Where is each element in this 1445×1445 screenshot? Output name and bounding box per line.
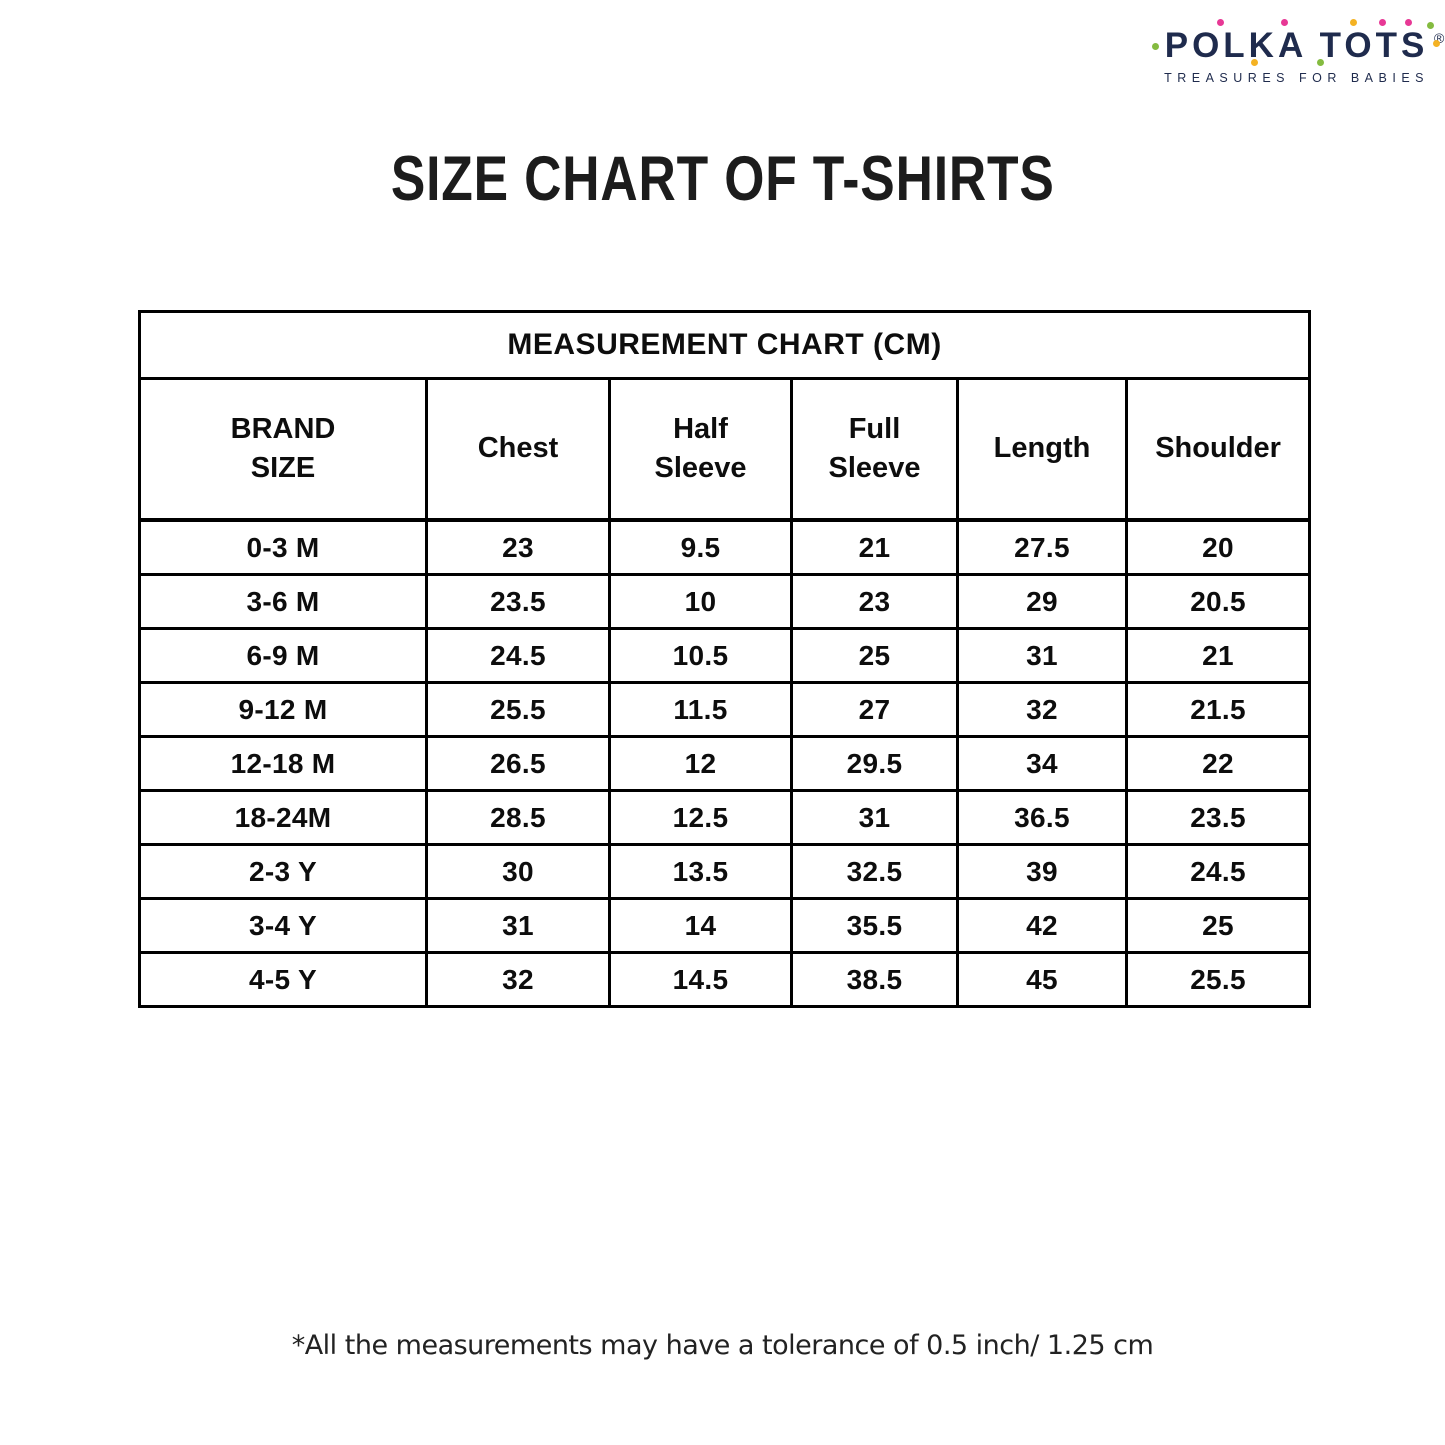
table-cell: 23.5 [1124,789,1312,846]
size-chart-table: MEASUREMENT CHART (CM) BRAND SIZE Chest … [137,310,1312,1008]
tolerance-note: *All the measurements may have a toleran… [291,1330,1154,1361]
size-row: 18-24M 28.5 12.5 31 36.5 23.5 [138,789,1312,846]
table-cell: 42 [956,897,1128,954]
table-cell: 13.5 [608,843,793,900]
table-cell: 34 [956,735,1128,792]
table-cell: 35.5 [790,897,959,954]
table-cell: 14.5 [608,951,793,1008]
table-cell: 36.5 [956,789,1128,846]
table-cell: 12-18 M [138,735,428,792]
table-cell: 25 [790,627,959,684]
polka-dot-icon [1404,19,1412,26]
table-cell: 10.5 [608,627,793,684]
table-cell: 0-3 M [138,518,428,576]
brand-tagline: TREASURES FOR BABIES [1164,71,1429,85]
table-cell: 38.5 [790,951,959,1008]
polka-dot-icon [1316,59,1324,66]
table-cell: 25.5 [1124,951,1312,1008]
column-header-length: Length [956,377,1128,522]
table-cell: 26.5 [425,735,611,792]
polka-dot-icon [1216,19,1224,26]
table-cell: 23 [790,573,959,630]
column-header-chest: Chest [425,377,611,522]
table-cell: 32.5 [790,843,959,900]
table-cell: 18-24M [138,789,428,846]
size-row: 4-5 Y 32 14.5 38.5 45 25.5 [138,951,1312,1008]
table-cell: 22 [1124,735,1312,792]
table-cell: 3-4 Y [138,897,428,954]
table-cell: 32 [425,951,611,1008]
table-cell: 12.5 [608,789,793,846]
polka-dot-icon [1426,22,1434,29]
table-cell: 2-3 Y [138,843,428,900]
size-row: 3-4 Y 31 14 35.5 42 25 [138,897,1312,954]
table-cell: 25.5 [425,681,611,738]
column-header-half-sleeve: Half Sleeve [608,377,793,522]
polka-dot-icon [1250,59,1258,66]
table-cell: 9-12 M [138,681,428,738]
title-block: SIZE CHART OF T-SHIRTS [0,146,1445,212]
size-row: 2-3 Y 30 13.5 32.5 39 24.5 [138,843,1312,900]
brand-name: POLKA TOTS [1164,26,1429,65]
table-cell: 24.5 [425,627,611,684]
table-cell: 21 [1124,627,1312,684]
size-row: 0-3 M 23 9.5 21 27.5 20 [138,518,1312,576]
registered-trademark-icon: ® [1434,30,1445,46]
column-header-row: BRAND SIZE Chest Half Sleeve Full Sleeve… [138,377,1312,522]
table-cell: 27 [790,681,959,738]
table-cell: 45 [956,951,1128,1008]
table-cell: 4-5 Y [138,951,428,1008]
polka-dot-icon [1432,40,1440,47]
table-cell: 23.5 [425,573,611,630]
table-cell: 29 [956,573,1128,630]
brand-wordmark: POLKA TOTS ® [1151,19,1444,66]
polka-dot-icon [1151,43,1159,50]
polka-dot-icon [1280,19,1288,26]
table-title-row: MEASUREMENT CHART (CM) [137,310,1312,380]
brand-logo: POLKA TOTS ® TREASURES FOR BABIES [1151,19,1444,85]
column-header-full-sleeve: Full Sleeve [790,377,959,522]
table-cell: 29.5 [790,735,959,792]
table-cell: 24.5 [1124,843,1312,900]
table-cell: 28.5 [425,789,611,846]
table-cell: 11.5 [608,681,793,738]
table-cell: 21 [790,518,959,576]
table-title: MEASUREMENT CHART (CM) [137,310,1312,380]
column-header-brand-size: BRAND SIZE [138,377,428,522]
table-cell: 25 [1124,897,1312,954]
table-cell: 12 [608,735,793,792]
polka-dot-icon [1378,19,1386,26]
column-header-shoulder: Shoulder [1124,377,1312,522]
table-cell: 31 [425,897,611,954]
table-cell: 10 [608,573,793,630]
page-title: SIZE CHART OF T-SHIRTS [390,144,1055,214]
table-cell: 27.5 [956,518,1128,576]
table-cell: 20.5 [1124,573,1312,630]
size-row: 3-6 M 23.5 10 23 29 20.5 [138,573,1312,630]
size-row: 12-18 M 26.5 12 29.5 34 22 [138,735,1312,792]
table-cell: 20 [1124,518,1312,576]
table-cell: 6-9 M [138,627,428,684]
size-row: 6-9 M 24.5 10.5 25 31 21 [138,627,1312,684]
table-cell: 23 [425,518,611,576]
table-cell: 14 [608,897,793,954]
size-row: 9-12 M 25.5 11.5 27 32 21.5 [138,681,1312,738]
table-cell: 9.5 [608,518,793,576]
table-cell: 30 [425,843,611,900]
table-cell: 31 [956,627,1128,684]
table-cell: 31 [790,789,959,846]
table-cell: 21.5 [1124,681,1312,738]
table-cell: 32 [956,681,1128,738]
table-cell: 39 [956,843,1128,900]
table-cell: 3-6 M [138,573,428,630]
polka-dot-icon [1349,19,1357,26]
